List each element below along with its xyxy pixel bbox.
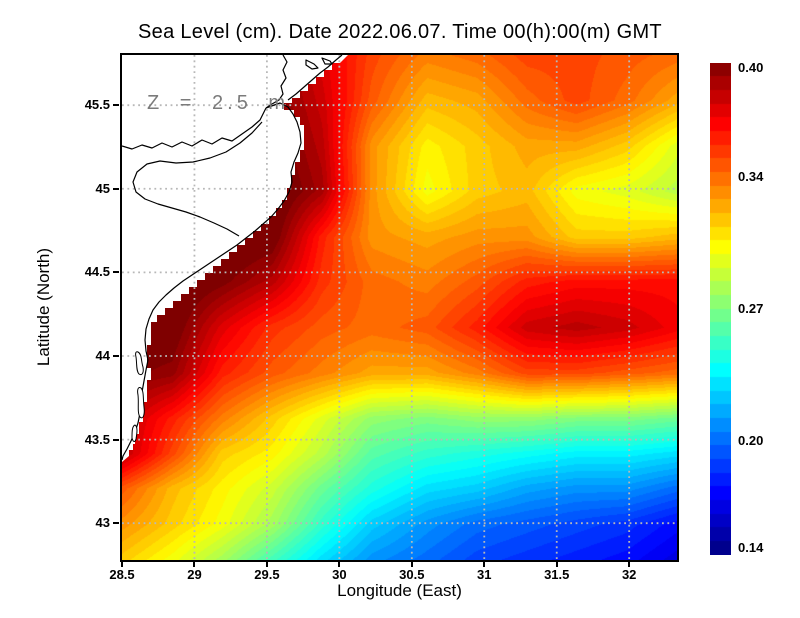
coastal-lakes	[131, 351, 145, 442]
colorbar-label: 0.14	[738, 540, 764, 555]
x-tick-mark	[121, 562, 123, 567]
x-tick-mark	[265, 562, 268, 567]
colorbar-label: 0.20	[738, 433, 764, 449]
coastline-segment	[132, 121, 263, 237]
y-tick-mark	[113, 271, 119, 274]
colorbar-label: 0.40	[738, 60, 764, 75]
x-tick-label: 31	[477, 567, 492, 582]
coastline-segment	[305, 59, 319, 70]
coastline-segment	[122, 107, 267, 150]
y-tick-mark	[113, 522, 119, 525]
depth-annotation: Z = 2.5 m	[147, 92, 290, 114]
colorbar	[710, 63, 731, 555]
x-tick-label: 29	[187, 567, 202, 582]
colorbar-label: 0.34	[738, 168, 764, 184]
y-tick-label: 43.5	[84, 431, 110, 447]
coastline-segment	[287, 55, 343, 101]
x-tick-mark	[483, 562, 486, 567]
coastline-segment	[265, 55, 288, 109]
x-tick-mark	[410, 562, 413, 567]
x-tick-label: 28.5	[109, 567, 135, 582]
y-tick-label: 44.5	[84, 264, 110, 280]
x-tick-mark	[338, 562, 341, 567]
x-axis-label: Longitude (East)	[337, 581, 462, 600]
x-tick-mark	[193, 562, 196, 567]
lake	[131, 424, 138, 442]
coastline-segment	[321, 57, 333, 65]
x-tick-label: 30	[332, 567, 347, 582]
x-tick-label: 30.5	[399, 567, 425, 582]
chart-title: Sea Level (cm). Date 2022.06.07. Time 00…	[138, 21, 662, 43]
lake	[135, 351, 144, 376]
y-tick-mark	[113, 354, 119, 357]
map-overlay	[122, 55, 677, 560]
y-tick-label: 45.5	[84, 97, 110, 113]
y-tick-mark	[113, 104, 119, 107]
x-tick-label: 31.5	[544, 567, 570, 582]
gridlines	[122, 55, 677, 560]
y-axis-label: Latitude (North)	[34, 247, 53, 367]
y-tick-mark	[113, 187, 119, 190]
colorbar-label: 0.27	[738, 301, 764, 316]
x-tick-mark	[555, 562, 558, 567]
land-mask	[122, 55, 348, 462]
y-tick-label: 45	[95, 180, 110, 196]
x-tick-mark	[628, 562, 631, 567]
y-tick-label: 44	[95, 347, 110, 363]
lake	[137, 387, 145, 419]
y-tick-mark	[113, 438, 119, 441]
y-tick-label: 43	[95, 515, 110, 531]
x-tick-label: 29.5	[254, 567, 280, 582]
x-tick-label: 32	[621, 567, 637, 582]
